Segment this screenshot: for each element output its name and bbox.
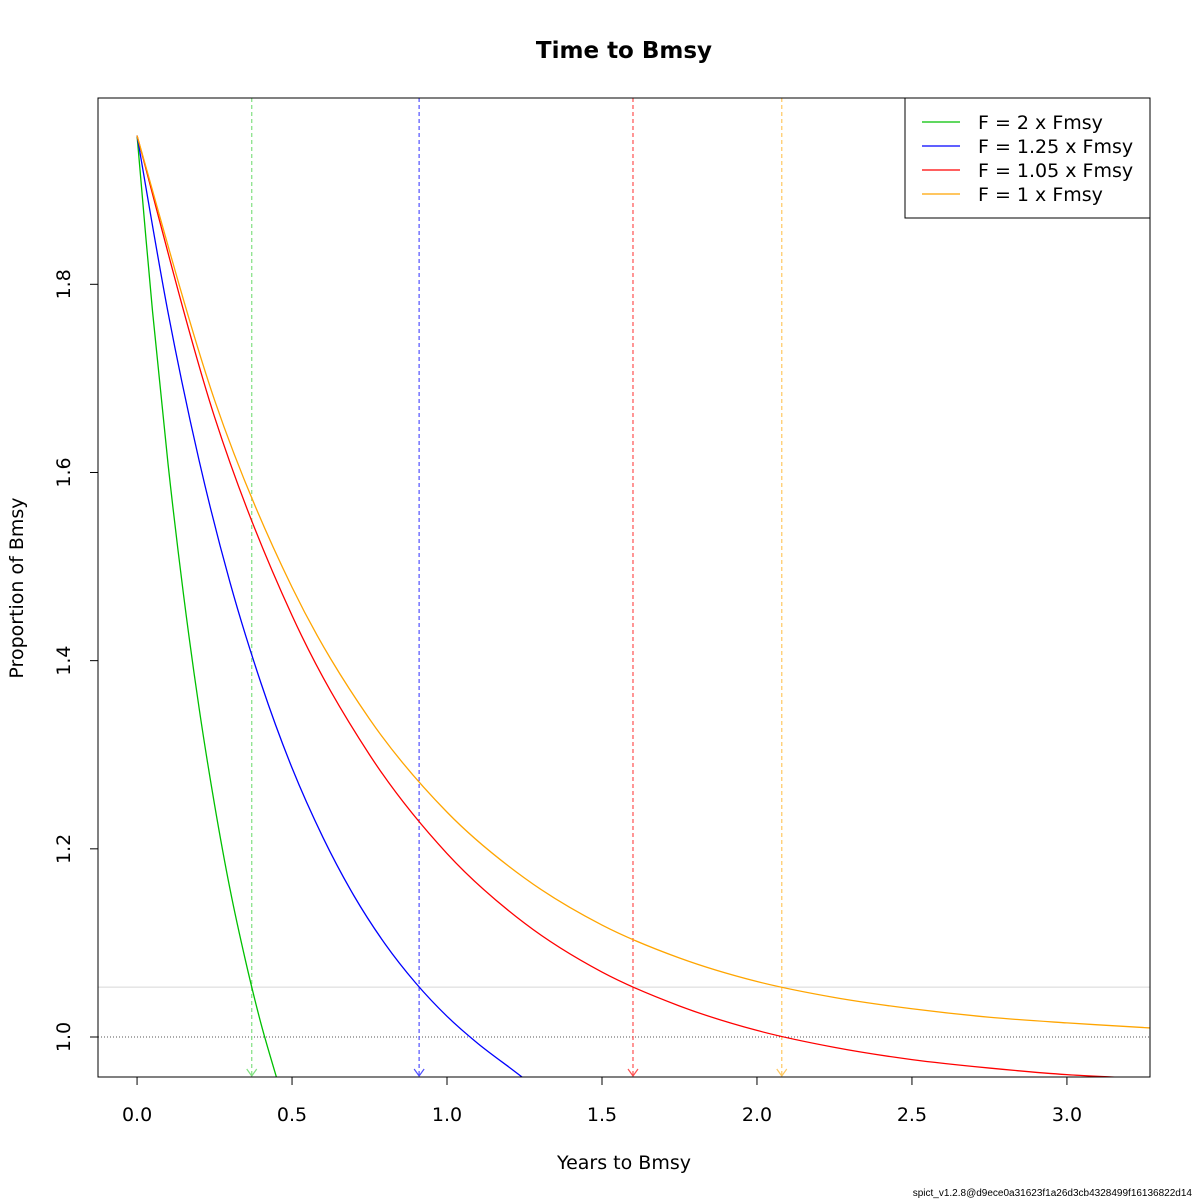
x-tick-label: 1.5 (587, 1104, 617, 1126)
x-tick-label: 0.5 (277, 1104, 307, 1126)
series-line (136, 135, 278, 1077)
x-tick-label: 1.0 (432, 1104, 462, 1126)
version-footer: spict_v1.2.8@d9ece0a31623f1a26d3cb432849… (913, 1188, 1193, 1199)
legend-box (904, 97, 1151, 219)
time-to-target-arrow (413, 1068, 425, 1077)
x-axis-title: Years to Bmsy (556, 1152, 691, 1174)
y-axis-title: Proportion of Bmsy (6, 497, 28, 678)
y-tick-label: 1.0 (53, 1022, 75, 1052)
time-to-target-arrow (776, 1068, 788, 1077)
x-tick-label: 2.5 (897, 1104, 927, 1126)
x-tick-label: 0.0 (122, 1104, 152, 1126)
legend-label: F = 1 x Fmsy (978, 184, 1103, 206)
y-tick-label: 1.2 (53, 834, 75, 864)
legend-label: F = 1.05 x Fmsy (978, 160, 1133, 182)
x-tick-label: 3.0 (1052, 1104, 1082, 1126)
y-tick-label: 1.6 (53, 457, 75, 487)
series-line (136, 135, 1150, 1029)
x-tick-label: 2.0 (742, 1104, 772, 1126)
y-tick-label: 1.4 (53, 646, 75, 676)
y-tick-label: 1.8 (53, 269, 75, 299)
legend-label: F = 1.25 x Fmsy (978, 136, 1133, 158)
series-line (136, 135, 1128, 1077)
legend-label: F = 2 x Fmsy (978, 112, 1103, 134)
plot-frame (97, 97, 1151, 1078)
time-to-target-arrow (246, 1068, 258, 1077)
time-to-target-arrow (627, 1068, 639, 1077)
series-line (136, 135, 524, 1077)
chart-title: Time to Bmsy (536, 38, 712, 64)
